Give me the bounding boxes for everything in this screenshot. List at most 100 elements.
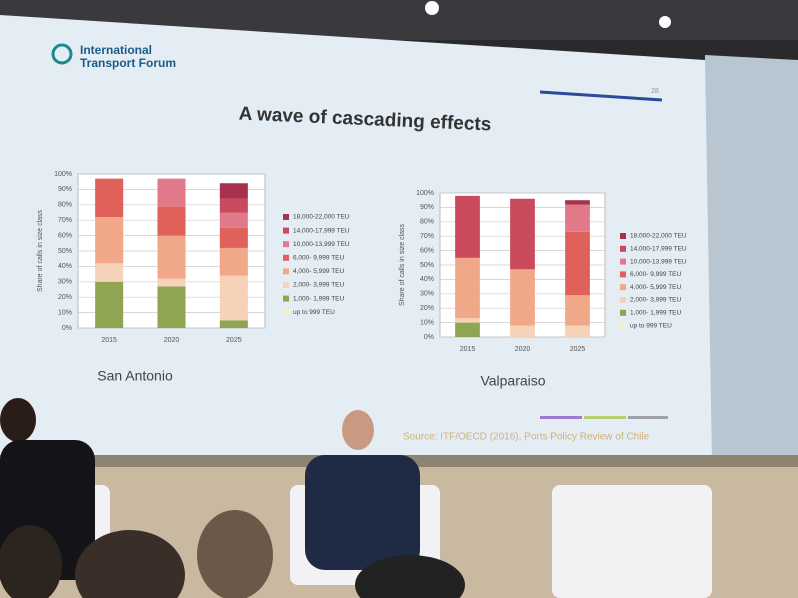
logo-box: International Transport Forum — [80, 44, 177, 70]
legend-swatch — [620, 271, 626, 278]
audience-head — [75, 530, 185, 598]
bar-segment — [157, 178, 186, 207]
y-tick-label: 0% — [62, 325, 72, 332]
legend-swatch — [620, 322, 626, 329]
page-number: 28 — [651, 88, 659, 95]
bar-segment — [455, 257, 480, 319]
y-tick-label: 30% — [420, 291, 434, 298]
bar-segment — [95, 263, 124, 282]
legend-label: 4,000- 5,999 TEU — [630, 284, 681, 291]
legend-label: 4,000- 5,999 TEU — [293, 268, 344, 275]
y-tick-label: 60% — [420, 247, 434, 254]
y-tick-label: 50% — [58, 248, 72, 255]
legend-swatch — [283, 295, 289, 302]
bar-segment — [219, 275, 248, 321]
y-tick-label: 30% — [58, 279, 72, 286]
x-tick-label: 2015 — [460, 346, 476, 353]
bar-segment — [510, 269, 535, 326]
legend-swatch — [620, 258, 626, 265]
legend-label: 18,000-22,000 TEU — [293, 214, 350, 221]
bar-segment — [455, 195, 480, 258]
bar-segment — [157, 206, 186, 236]
audience-head — [355, 555, 465, 598]
bar-segment — [510, 325, 535, 337]
x-tick-label: 2015 — [101, 337, 117, 344]
logo-icon — [51, 43, 73, 65]
legend-swatch — [283, 268, 289, 275]
bar-segment — [95, 281, 124, 328]
y-tick-label: 100% — [54, 171, 72, 178]
bar-segment — [510, 198, 535, 270]
x-tick-label: 2020 — [515, 346, 531, 353]
legend-label: 1,000- 1,999 TEU — [630, 310, 681, 317]
bar-segment — [219, 183, 248, 199]
legend-label: 14,000-17,999 TEU — [630, 246, 687, 253]
logo-text: International Transport Forum — [80, 44, 177, 70]
speaker-head — [342, 410, 374, 450]
legend-swatch — [283, 241, 289, 248]
bar-segment — [95, 217, 124, 264]
legend-swatch — [283, 214, 289, 220]
y-tick-label: 0% — [424, 334, 434, 341]
bar-segment — [565, 231, 590, 296]
x-tick-label: 2020 — [164, 337, 180, 344]
header-rule — [539, 90, 663, 102]
bar-segment — [219, 247, 248, 276]
legend-label: 2,000- 3,999 TEU — [293, 282, 344, 289]
bar-segment — [565, 295, 590, 326]
y-tick-label: 10% — [58, 309, 72, 316]
legend-label: 6,000- 9,999 TEU — [630, 271, 681, 278]
legend-swatch — [283, 309, 289, 316]
bar-segment — [219, 212, 248, 228]
bar-segment — [157, 278, 186, 287]
footer-bar — [584, 416, 626, 419]
side-screen — [705, 55, 798, 470]
y-tick-label: 90% — [420, 204, 434, 211]
footer-bar — [540, 416, 582, 419]
legend-swatch — [620, 284, 626, 291]
bar-segment — [565, 325, 590, 337]
legend-label: 14,000-17,999 TEU — [293, 227, 350, 234]
bar-segment — [219, 198, 248, 213]
y-tick-label: 40% — [420, 276, 434, 283]
y-axis-label: Share of calls in size class — [399, 223, 406, 306]
y-tick-label: 10% — [420, 319, 434, 326]
stage-light — [659, 16, 671, 28]
legend-swatch — [620, 297, 626, 303]
bar-segment — [219, 227, 248, 248]
legend-label: 10,000-13,999 TEU — [630, 258, 687, 265]
legend-label: 2,000- 3,999 TEU — [630, 297, 681, 304]
x-tick-label: 2025 — [226, 337, 242, 344]
legend-swatch — [620, 309, 626, 316]
footer-bar — [628, 416, 668, 419]
legend-label: up to 999 TEU — [630, 322, 672, 329]
legend-label: 18,000-22,000 TEU — [630, 233, 687, 240]
stage-light — [425, 1, 439, 15]
x-tick-label: 2025 — [570, 346, 586, 353]
panelist-head — [0, 398, 36, 442]
legend-swatch — [283, 254, 289, 261]
bar-segment — [157, 286, 186, 328]
y-tick-label: 90% — [58, 186, 72, 193]
legend-swatch — [283, 282, 289, 288]
slide — [0, 15, 712, 462]
bar-segment — [455, 322, 480, 337]
legend-swatch — [620, 245, 626, 252]
source-note: Source: ITF/OECD (2016), Ports Policy Re… — [403, 432, 650, 443]
y-tick-label: 60% — [58, 232, 72, 239]
bar-segment — [219, 320, 248, 328]
y-tick-label: 50% — [420, 262, 434, 269]
y-tick-label: 20% — [58, 294, 72, 301]
y-axis-label: Share of calls in size class — [37, 209, 44, 292]
y-tick-label: 40% — [58, 263, 72, 270]
bar-segment — [157, 235, 186, 279]
legend-swatch — [620, 233, 626, 239]
bar-segment — [565, 204, 590, 232]
speaker-body — [305, 455, 420, 570]
y-tick-label: 80% — [58, 202, 72, 209]
legend-label: 10,000-13,999 TEU — [293, 241, 350, 248]
y-tick-label: 70% — [58, 217, 72, 224]
legend-label: up to 999 TEU — [293, 309, 335, 316]
chart-title: Valparaiso — [480, 373, 545, 389]
